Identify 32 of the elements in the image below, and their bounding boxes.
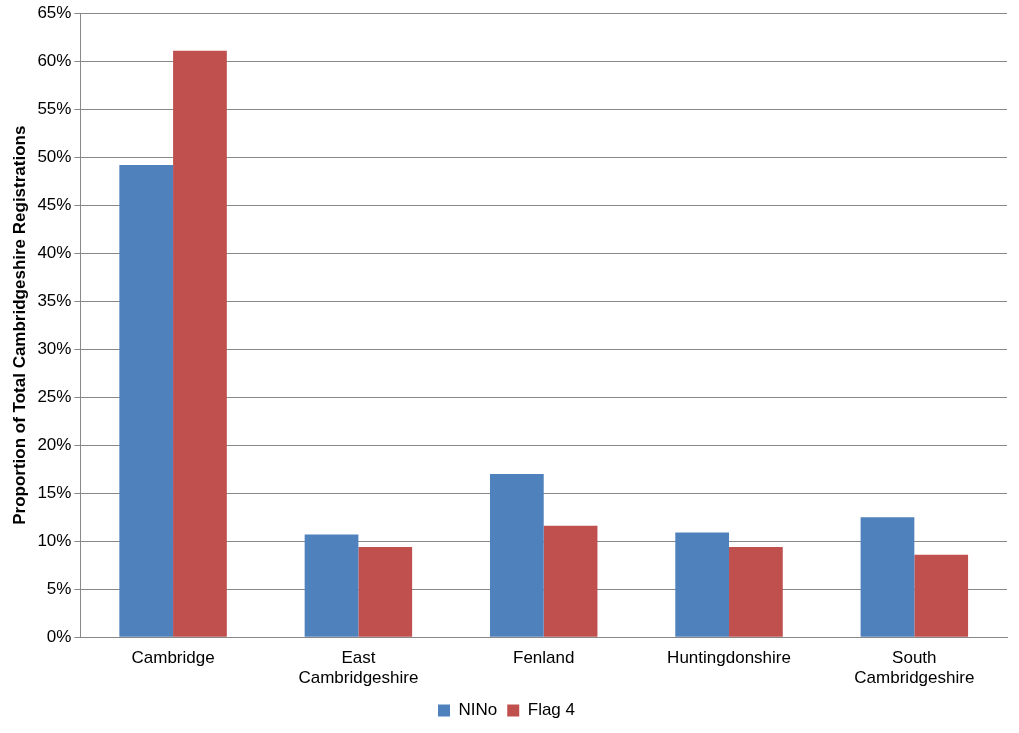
bar (489, 474, 544, 637)
y-tick-label: 5% (46, 578, 72, 598)
bar (729, 546, 783, 637)
legend-label: Flag 4 (527, 700, 575, 720)
y-tick-label: 60% (37, 50, 72, 70)
y-tick-label: 65% (37, 2, 72, 22)
x-tick-label: East Cambridgeshire (298, 648, 419, 688)
bar (358, 546, 413, 637)
bar (675, 532, 730, 637)
x-tick-label: Huntingdonshire (667, 648, 791, 668)
y-tick-label: 45% (37, 194, 72, 214)
bar (914, 554, 969, 637)
y-tick-label: 15% (37, 482, 72, 502)
bar (543, 525, 598, 637)
bar (860, 517, 915, 637)
y-tick-label: 55% (37, 98, 72, 118)
y-tick-label: 50% (37, 146, 72, 166)
y-tick-label: 25% (37, 386, 72, 406)
x-tick-label: Cambridge (131, 648, 215, 668)
legend-label: NINo (458, 700, 498, 720)
bar (119, 164, 174, 637)
y-tick-label: 20% (37, 434, 72, 454)
y-tick-label: 30% (37, 338, 72, 358)
y-tick-label: 40% (37, 242, 72, 262)
y-tick-label: 35% (37, 290, 72, 310)
y-tick-label: 10% (37, 530, 72, 550)
y-tick-label: 0% (46, 626, 72, 646)
y-axis-title: Proportion of Total Cambridgeshire Registrations (9, 125, 29, 525)
bar (173, 50, 227, 637)
bar (304, 534, 359, 637)
x-tick-label: South Cambridgeshire (854, 648, 975, 688)
x-tick-label: Fenland (512, 648, 575, 668)
